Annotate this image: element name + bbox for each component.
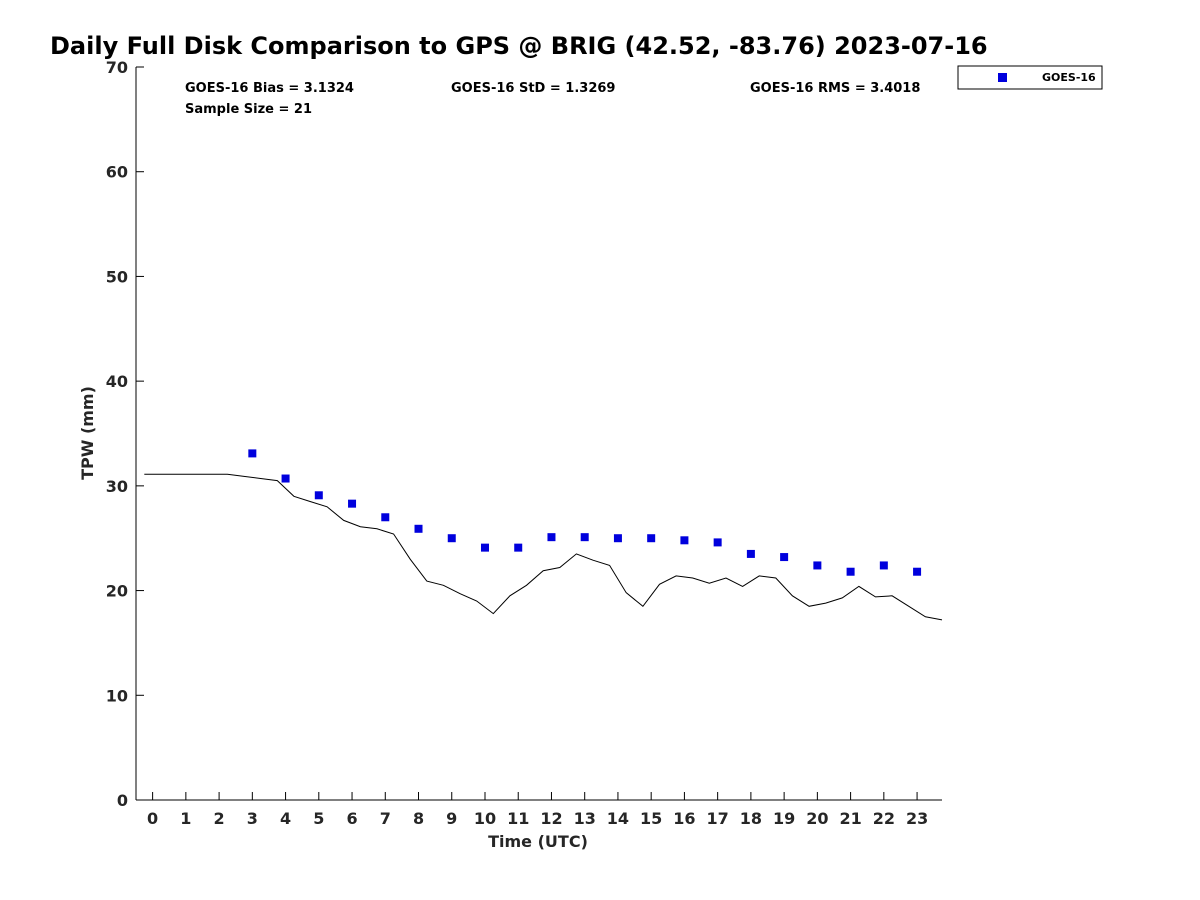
sample-size-stat: Sample Size = 21 xyxy=(185,102,312,117)
goes16-point xyxy=(480,543,489,552)
y-tick-label: 0 xyxy=(117,791,128,810)
goes16-point xyxy=(846,567,855,576)
goes16-point xyxy=(514,543,523,552)
bias-stat: GOES-16 Bias = 3.1324 xyxy=(185,81,354,96)
goes16-point xyxy=(248,449,257,458)
std-stat: GOES-16 StD = 1.3269 xyxy=(451,81,615,96)
goes16-point xyxy=(447,534,456,543)
x-tick-label: 4 xyxy=(280,809,291,828)
x-tick-label: 16 xyxy=(673,809,695,828)
x-tick-label: 0 xyxy=(147,809,158,828)
goes16-point xyxy=(746,549,755,558)
legend-marker xyxy=(998,73,1007,82)
x-tick-label: 10 xyxy=(474,809,496,828)
gps-reference-line xyxy=(144,473,943,621)
x-tick-label: 17 xyxy=(707,809,729,828)
y-tick-label: 30 xyxy=(106,477,128,496)
x-tick-label: 8 xyxy=(413,809,424,828)
rms-stat: GOES-16 RMS = 3.4018 xyxy=(750,81,920,96)
goes16-point xyxy=(314,491,323,500)
plot-area xyxy=(144,449,943,621)
legend: GOES-16 xyxy=(957,65,1103,90)
y-tick-label: 60 xyxy=(106,163,128,182)
x-tick-label: 7 xyxy=(380,809,391,828)
y-tick-label: 50 xyxy=(106,267,128,286)
goes16-point xyxy=(713,538,722,547)
x-tick-label: 13 xyxy=(574,809,596,828)
x-tick-label: 14 xyxy=(607,809,629,828)
y-tick-label: 20 xyxy=(106,582,128,601)
goes16-point xyxy=(680,536,689,545)
x-tick-label: 23 xyxy=(906,809,928,828)
x-axis-label: Time (UTC) xyxy=(488,832,588,851)
y-tick-label: 70 xyxy=(106,58,128,77)
y-axis-label: TPW (mm) xyxy=(78,386,97,480)
x-tick-label: 5 xyxy=(313,809,324,828)
goes16-point xyxy=(348,499,357,508)
goes16-point xyxy=(580,533,589,542)
goes16-point xyxy=(879,561,888,570)
goes16-point xyxy=(281,474,290,483)
goes16-point xyxy=(647,534,656,543)
goes16-point xyxy=(913,567,922,576)
y-tick-label: 10 xyxy=(106,686,128,705)
y-tick-label: 40 xyxy=(106,372,128,391)
goes16-point xyxy=(813,561,822,570)
y-ticks: 0 10 20 30 40 50 60 70 xyxy=(106,58,144,810)
x-tick-label: 15 xyxy=(640,809,662,828)
x-tick-label: 11 xyxy=(507,809,529,828)
goes16-point xyxy=(414,524,423,533)
goes16-point xyxy=(780,553,789,562)
x-tick-label: 21 xyxy=(839,809,861,828)
x-tick-label: 1 xyxy=(180,809,191,828)
goes16-point xyxy=(381,513,390,522)
legend-box xyxy=(957,65,1103,90)
x-tick-label: 3 xyxy=(247,809,258,828)
x-tick-label: 18 xyxy=(740,809,762,828)
legend-label-goes16: GOES-16 xyxy=(1042,71,1096,84)
x-tick-label: 22 xyxy=(873,809,895,828)
x-tick-label: 6 xyxy=(346,809,357,828)
goes16-point xyxy=(547,533,556,542)
goes16-point xyxy=(613,534,622,543)
x-tick-label: 12 xyxy=(540,809,562,828)
chart-title: Daily Full Disk Comparison to GPS @ BRIG… xyxy=(50,32,988,60)
x-tick-label: 19 xyxy=(773,809,795,828)
x-tick-label: 20 xyxy=(806,809,828,828)
x-tick-label: 9 xyxy=(446,809,457,828)
x-ticks: 0 1 2 3 4 5 6 7 8 9 10 11 12 13 14 15 16 17 18 19 20 21 22 23 xyxy=(147,792,928,828)
x-tick-label: 2 xyxy=(214,809,225,828)
